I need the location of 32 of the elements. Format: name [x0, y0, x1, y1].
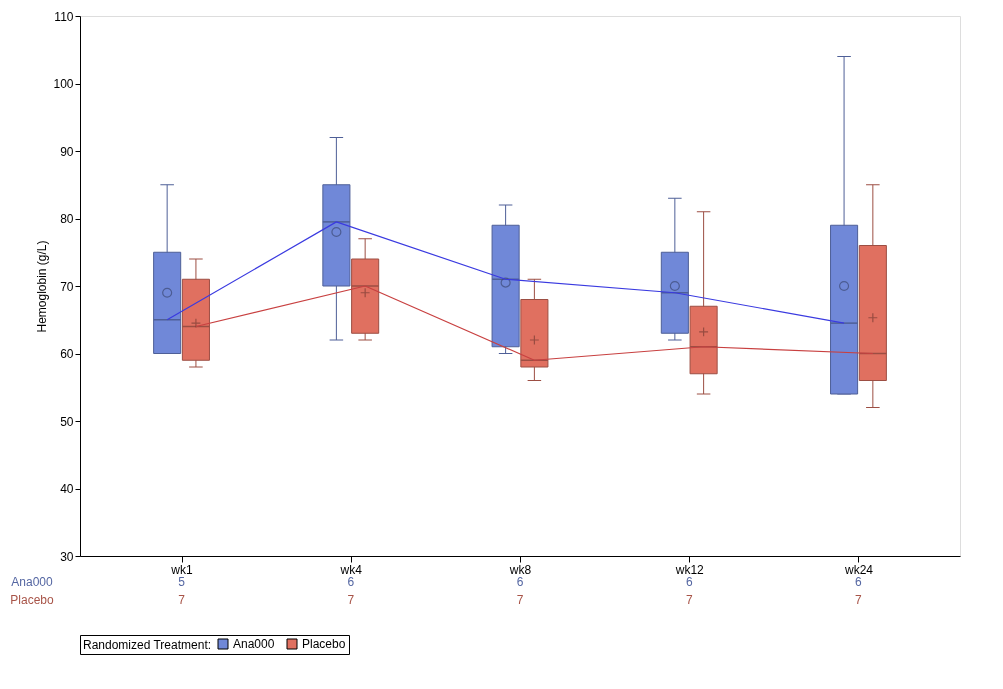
y-tick-label: 80: [60, 212, 74, 226]
text: 7: [516, 593, 524, 607]
text: 6: [685, 575, 693, 589]
y-tick-label: 30: [60, 549, 74, 564]
text: Placebo: [10, 593, 54, 607]
legend-label: Ana000: [233, 637, 275, 651]
y-tick-label: 110: [54, 9, 74, 24]
x-tick-label: wk4: [339, 562, 363, 577]
text: 7: [685, 593, 693, 607]
x-tick-label: wk1: [170, 562, 194, 577]
y-tick-label: 40: [60, 482, 74, 496]
text: 7: [347, 593, 355, 607]
y-tick-label: 60: [60, 347, 74, 361]
text: 6: [855, 575, 863, 589]
text: 7: [178, 593, 186, 607]
text: Ana000: [11, 575, 54, 589]
text: 6: [347, 575, 355, 589]
legend-title: Randomized Treatment:: [83, 638, 212, 652]
text: 7: [855, 593, 863, 607]
y-tick-label: 70: [60, 279, 74, 294]
line-series: [195, 285, 874, 361]
y-tick-label: 100: [53, 77, 74, 91]
y-axis-title: Hemoglobin (g/L): [35, 240, 50, 333]
y-tick-label: 50: [60, 414, 74, 429]
y-tick-label: 90: [60, 144, 74, 159]
x-tick-label: wk12: [674, 562, 705, 577]
line-series: [166, 221, 845, 324]
text: 6: [516, 575, 524, 589]
legend-label: Placebo: [302, 637, 346, 651]
x-tick-label: wk8: [508, 562, 532, 577]
text: 5: [178, 575, 186, 589]
x-tick-label: wk24: [843, 562, 874, 577]
